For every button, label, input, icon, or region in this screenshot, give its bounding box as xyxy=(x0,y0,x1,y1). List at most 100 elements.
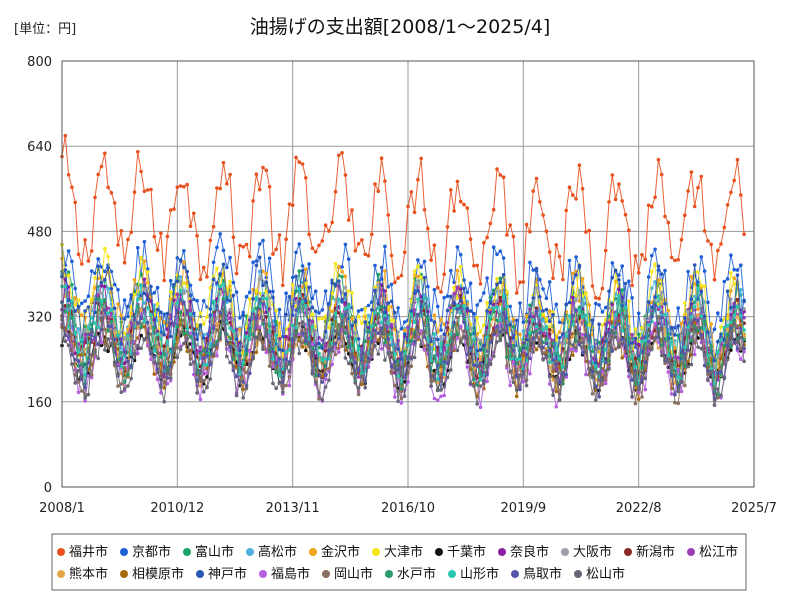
data-point xyxy=(129,230,133,234)
data-point xyxy=(544,317,549,322)
data-point xyxy=(432,320,437,324)
data-point xyxy=(716,395,720,400)
data-point xyxy=(426,315,430,320)
data-point xyxy=(416,258,420,262)
data-point xyxy=(310,346,315,350)
data-point xyxy=(412,355,417,360)
data-point xyxy=(574,308,578,312)
data-point xyxy=(597,370,601,375)
data-point xyxy=(261,347,265,352)
data-point xyxy=(482,381,486,386)
data-point xyxy=(620,356,624,360)
data-point xyxy=(254,335,259,340)
data-point xyxy=(514,357,519,362)
data-point xyxy=(370,232,374,237)
data-point xyxy=(106,185,110,190)
data-point xyxy=(435,377,440,382)
data-point xyxy=(386,301,391,306)
data-point xyxy=(455,332,460,337)
data-point xyxy=(396,306,400,310)
data-point xyxy=(320,308,325,312)
data-point xyxy=(577,331,582,335)
data-point xyxy=(195,351,199,356)
data-point xyxy=(300,340,305,345)
legend-marker xyxy=(259,570,267,578)
data-point xyxy=(607,200,611,204)
data-point xyxy=(719,325,723,329)
data-point xyxy=(623,212,628,217)
data-point xyxy=(379,304,384,309)
data-point xyxy=(508,383,512,388)
data-point xyxy=(561,365,565,370)
data-point xyxy=(198,323,203,327)
data-point xyxy=(659,315,664,320)
data-point xyxy=(534,347,539,352)
data-point xyxy=(228,344,232,349)
data-point xyxy=(478,355,483,360)
data-point xyxy=(501,307,506,311)
data-point xyxy=(346,334,351,339)
data-point xyxy=(458,287,463,291)
data-point xyxy=(472,363,476,367)
data-point xyxy=(432,332,437,336)
data-point xyxy=(402,320,407,324)
data-point xyxy=(643,387,648,392)
data-point xyxy=(389,318,394,323)
data-point xyxy=(139,169,143,174)
data-point xyxy=(300,285,305,289)
data-point xyxy=(742,316,746,320)
legend-box xyxy=(51,533,747,591)
data-point xyxy=(416,288,420,293)
data-point xyxy=(343,173,348,177)
data-point xyxy=(76,359,81,363)
data-point xyxy=(248,337,252,341)
data-point xyxy=(323,372,328,377)
data-point xyxy=(379,265,384,270)
data-point xyxy=(225,297,229,302)
data-point xyxy=(580,277,585,281)
legend-label: 金沢市 xyxy=(321,544,360,560)
data-point xyxy=(419,156,424,161)
data-point xyxy=(396,347,400,351)
data-point xyxy=(587,303,591,307)
data-point xyxy=(343,292,348,296)
data-point xyxy=(692,317,697,322)
data-point xyxy=(145,335,150,340)
data-point xyxy=(188,293,193,298)
data-point xyxy=(739,313,743,318)
data-point xyxy=(277,321,282,326)
data-point xyxy=(294,274,298,279)
data-point xyxy=(620,288,624,292)
data-point xyxy=(716,350,720,354)
data-point xyxy=(63,309,68,314)
data-point xyxy=(251,260,255,265)
data-point xyxy=(228,172,232,177)
data-point xyxy=(650,305,654,310)
data-point xyxy=(610,349,615,353)
data-point xyxy=(692,352,697,357)
data-point xyxy=(445,375,450,380)
data-point xyxy=(735,340,740,345)
data-point xyxy=(310,305,315,310)
chart-title: 油揚げの支出額[2008/1～2025/4] xyxy=(250,16,551,38)
data-point xyxy=(432,287,437,292)
data-point xyxy=(633,371,638,375)
data-point xyxy=(541,345,545,350)
data-point xyxy=(455,315,460,320)
data-point xyxy=(472,311,476,316)
data-point xyxy=(356,375,361,379)
legend-marker xyxy=(511,570,519,578)
data-point xyxy=(271,295,275,300)
data-point xyxy=(294,325,298,330)
data-point xyxy=(393,366,397,371)
data-point xyxy=(696,336,700,340)
data-point xyxy=(264,280,269,284)
data-point xyxy=(409,355,414,360)
data-point xyxy=(564,334,568,338)
data-point xyxy=(584,230,588,234)
data-point xyxy=(307,318,311,323)
data-point xyxy=(630,296,634,300)
data-point xyxy=(627,228,631,233)
data-point xyxy=(195,337,199,342)
